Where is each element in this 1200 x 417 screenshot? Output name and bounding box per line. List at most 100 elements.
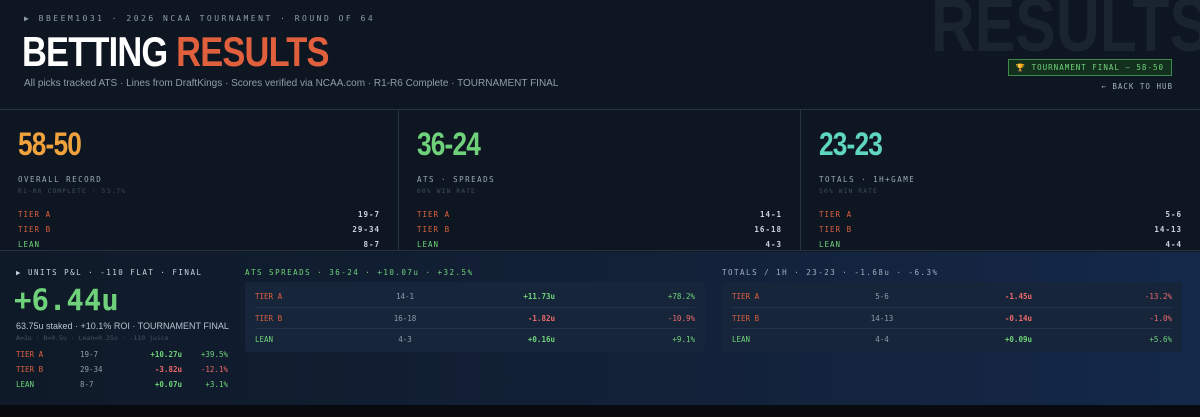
tier-units: -1.45u — [1004, 292, 1032, 301]
market-row: TIER A 14-1 +11.73u +78.2% — [255, 286, 695, 307]
ats-table: TIER A 14-1 +11.73u +78.2% TIER B 16-18 -1.82u… — [245, 282, 705, 352]
units-summary: 63.75u staked · +10.1% ROI · TOURNAMENT … — [16, 321, 229, 331]
units-row: TIER B 29-34 -3.82u -12.1% — [16, 362, 228, 377]
tier-label: TIER A — [732, 292, 760, 301]
tier-row: LEAN 4-3 — [417, 237, 782, 252]
market-row: TIER A 5-6 -1.45u -13.2% — [732, 286, 1172, 307]
record-card: 36-24 ATS · SPREADS 60% WIN RATE TIER A 14-1… — [398, 110, 800, 250]
tier-record: 8-7 — [80, 380, 94, 389]
tier-record: 14-1 — [395, 292, 415, 301]
status-badge: 🏆 TOURNAMENT FINAL — 58-50 — [1007, 59, 1172, 76]
tier-label: TIER A — [18, 210, 52, 219]
tier-row: TIER B 29-34 — [18, 222, 380, 237]
record-value: 58-50 — [18, 126, 82, 162]
tier-row: TIER B 14-13 — [819, 222, 1182, 237]
tier-record: 4-4 — [875, 335, 889, 344]
tier-label: TIER B — [819, 225, 853, 234]
record-label: ATS · SPREADS — [417, 175, 496, 184]
tier-record: 19-7 — [80, 350, 99, 359]
tier-roi: +5.6% — [1149, 335, 1172, 344]
tier-row: TIER A 14-1 — [417, 207, 782, 222]
units-table: TIER A 19-7 +10.27u +39.5% TIER B 29-34 -3.82u… — [16, 347, 228, 392]
totals-heading: TOTALS / 1H · 23-23 · -1.68u · -6.3% — [722, 268, 939, 277]
tier-roi: +3.1% — [205, 380, 228, 389]
record-value: 23-23 — [819, 126, 883, 162]
market-row: LEAN 4-3 +0.16u +9.1% — [255, 328, 695, 349]
tier-label: LEAN — [255, 335, 274, 344]
tier-roi: -13.2% — [1144, 292, 1172, 301]
tier-record: 19-7 — [357, 210, 380, 219]
tier-units: +11.73u — [523, 292, 555, 301]
tier-units: -0.14u — [1004, 314, 1032, 323]
divider — [0, 250, 1200, 251]
title-word: RESULTS — [176, 28, 329, 75]
tier-record: 16-18 — [393, 314, 417, 323]
tier-label: TIER B — [16, 365, 44, 374]
tier-record: 8-7 — [363, 240, 380, 249]
title-word: BETTING — [22, 28, 168, 75]
market-row: TIER B 16-18 -1.82u -10.9% — [255, 307, 695, 328]
page-title: BETTING RESULTS — [22, 28, 329, 76]
record-label: OVERALL RECORD — [18, 175, 103, 184]
tier-row: LEAN 8-7 — [18, 237, 380, 252]
tier-units: -1.82u — [527, 314, 555, 323]
tier-record: 5-6 — [875, 292, 889, 301]
tier-label: TIER B — [732, 314, 760, 323]
market-row: TIER B 14-13 -0.14u -1.0% — [732, 307, 1172, 328]
tier-roi: +9.1% — [672, 335, 695, 344]
subtitle: All picks tracked ATS · Lines from Draft… — [24, 78, 559, 89]
record-card: 23-23 TOTALS · 1H+GAME 50% WIN RATE TIER A 5… — [800, 110, 1200, 250]
tier-label: TIER B — [18, 225, 52, 234]
footer-strip — [0, 405, 1200, 417]
tier-label: LEAN — [16, 380, 35, 389]
tier-row: TIER A 5-6 — [819, 207, 1182, 222]
tier-units: +0.16u — [527, 335, 555, 344]
tier-record: 4-4 — [1165, 240, 1182, 249]
tier-record: 14-13 — [870, 314, 894, 323]
tier-roi: -1.0% — [1149, 314, 1172, 323]
tier-record: 5-6 — [1165, 210, 1182, 219]
tier-label: TIER A — [16, 350, 44, 359]
back-link[interactable]: ← BACK TO HUB — [1101, 82, 1173, 91]
units-total: +6.44u — [14, 283, 119, 317]
record-card: 58-50 OVERALL RECORD R1-R6 COMPLETE · 53.7… — [0, 110, 398, 250]
tier-list: TIER A 19-7 TIER B 29-34 LEAN 8-7 — [18, 207, 380, 252]
tier-label: TIER B — [417, 225, 451, 234]
tier-label: TIER A — [819, 210, 853, 219]
tier-label: LEAN — [819, 240, 842, 249]
tier-record: 4-3 — [765, 240, 782, 249]
totals-table: TIER A 5-6 -1.45u -13.2% TIER B 14-13 -0.14u -1… — [722, 282, 1182, 352]
record-sublabel: 50% WIN RATE — [819, 187, 878, 195]
record-sublabel: 60% WIN RATE — [417, 187, 476, 195]
units-row: TIER A 19-7 +10.27u +39.5% — [16, 347, 228, 362]
tier-list: TIER A 5-6 TIER B 14-13 LEAN 4-4 — [819, 207, 1182, 252]
tier-record: 14-13 — [1154, 225, 1182, 234]
tier-row: TIER B 16-18 — [417, 222, 782, 237]
tier-label: LEAN — [417, 240, 440, 249]
record-label: TOTALS · 1H+GAME — [819, 175, 916, 184]
tier-list: TIER A 14-1 TIER B 16-18 LEAN 4-3 — [417, 207, 782, 252]
units-row: LEAN 8-7 +0.07u +3.1% — [16, 377, 228, 392]
tier-label: TIER B — [255, 314, 283, 323]
tier-roi: +39.5% — [200, 350, 228, 359]
tier-record: 29-34 — [352, 225, 380, 234]
market-row: LEAN 4-4 +0.09u +5.6% — [732, 328, 1172, 349]
tier-label: LEAN — [18, 240, 41, 249]
divider — [0, 109, 1200, 110]
watermark: RESULTS — [930, 0, 1200, 68]
record-value: 36-24 — [417, 126, 481, 162]
tier-row: TIER A 19-7 — [18, 207, 380, 222]
tier-record: 16-18 — [754, 225, 782, 234]
tier-record: 14-1 — [759, 210, 782, 219]
record-sublabel: R1-R6 COMPLETE · 53.7% — [18, 187, 127, 195]
tier-label: TIER A — [255, 292, 283, 301]
tier-units: +10.27u — [150, 350, 182, 359]
tier-record: 4-3 — [398, 335, 412, 344]
breadcrumb: ▶ BBEEM1031 · 2026 NCAA TOURNAMENT · ROU… — [24, 14, 376, 23]
tier-units: -3.82u — [154, 365, 182, 374]
tier-roi: -10.9% — [667, 314, 695, 323]
tier-label: TIER A — [417, 210, 451, 219]
units-note: A=1u · B=0.5u · Lean=0.25u · -110 juice — [16, 334, 169, 342]
tier-roi: -12.1% — [200, 365, 228, 374]
